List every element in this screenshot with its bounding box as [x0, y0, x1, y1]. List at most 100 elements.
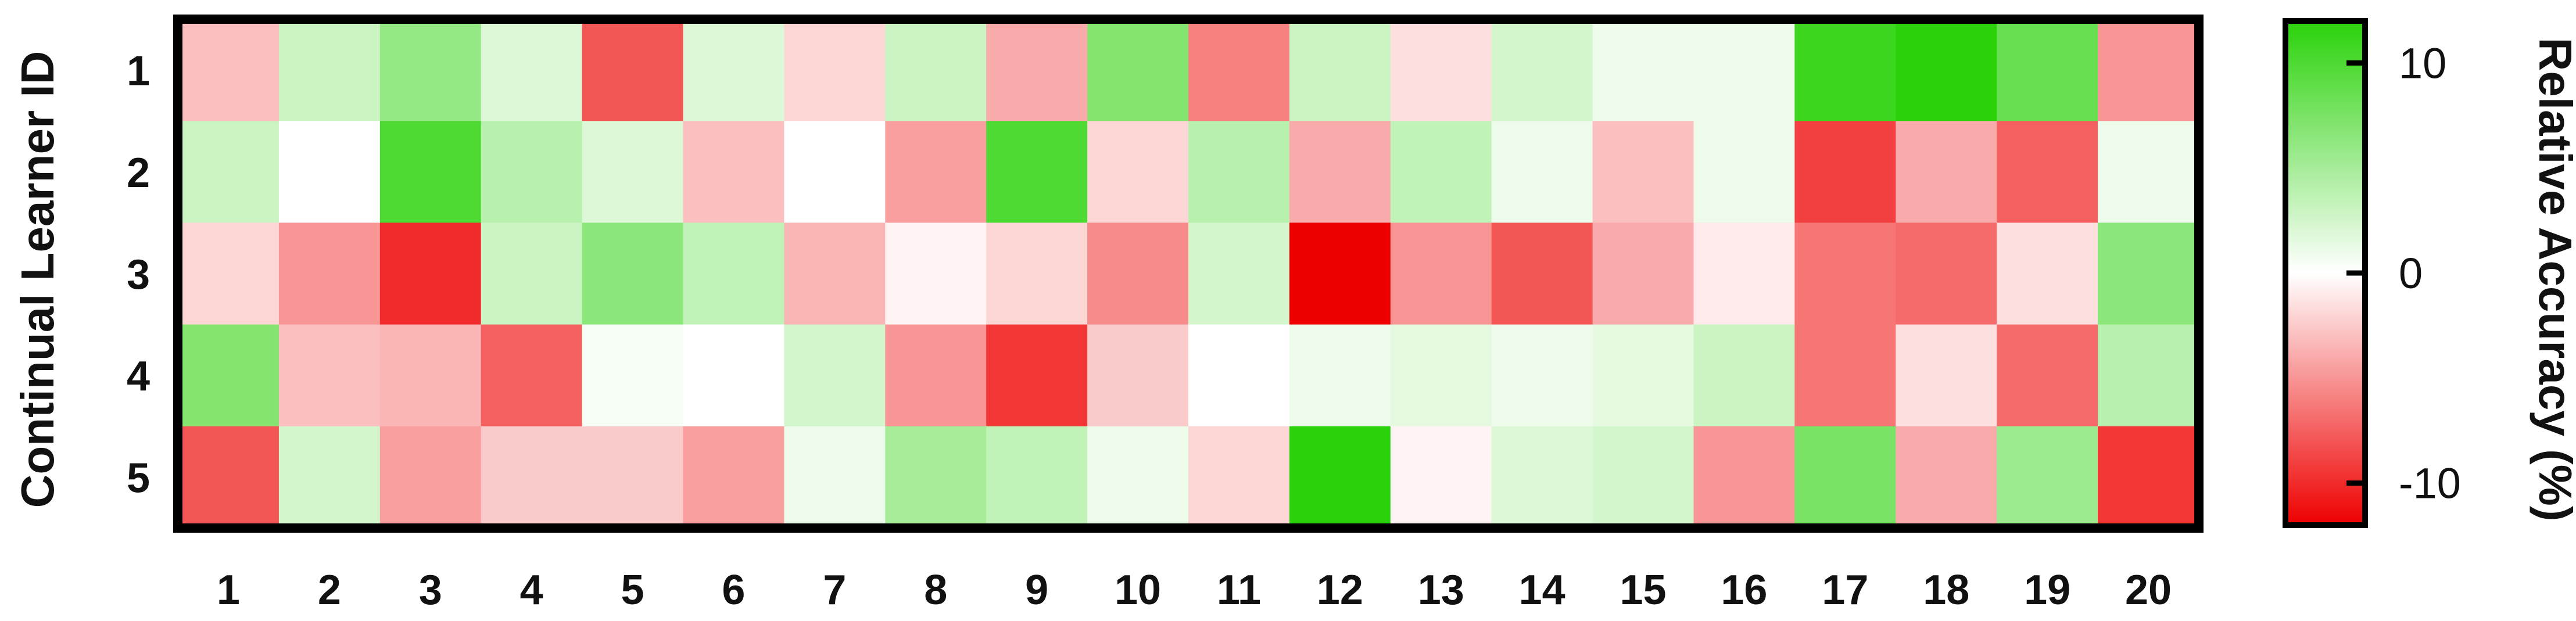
heatmap-cell-r1-c19 — [1997, 19, 2098, 121]
heatmap-cell-r3-c13 — [1390, 222, 1492, 325]
heatmap-cell-r3-c15 — [1592, 222, 1694, 325]
heatmap-cell-r4-c4 — [481, 324, 583, 427]
heatmap-cell-r5-c5 — [582, 426, 684, 529]
heatmap-cell-r2-c10 — [1087, 121, 1189, 223]
colorbar-ticks: 10 0 -10 — [2346, 39, 2461, 508]
colorbar-title: Relative Accuracy (%) — [2530, 38, 2576, 522]
heatmap-cell-r5-c6 — [683, 426, 784, 529]
x-tick-label: 15 — [1620, 567, 1667, 613]
heatmap-cell-r2-c6 — [683, 121, 784, 223]
heatmap-cell-r1-c11 — [1188, 19, 1290, 121]
heatmap-cell-r5-c13 — [1390, 426, 1492, 529]
heatmap-cell-r4-c15 — [1592, 324, 1694, 427]
heatmap-cell-r5-c14 — [1491, 426, 1593, 529]
x-tick-label: 5 — [621, 567, 644, 613]
heatmap-cell-r3-c3 — [379, 222, 482, 325]
x-tick-label: 11 — [1217, 567, 1261, 613]
x-tick-label: 10 — [1115, 567, 1161, 613]
x-tick-label: 18 — [1923, 567, 1969, 613]
heatmap-cell-r3-c9 — [986, 222, 1088, 325]
y-tick-label: 5 — [127, 455, 150, 501]
heatmap-cell-r4-c7 — [784, 324, 886, 427]
heatmap-cell-r1-c7 — [784, 19, 886, 121]
heatmap-cell-r1-c10 — [1087, 19, 1189, 121]
heatmap-cell-r5-c11 — [1188, 426, 1290, 529]
heatmap-cell-r1-c18 — [1896, 19, 1997, 121]
x-tick-label: 16 — [1721, 567, 1767, 613]
colorbar-tick-label: 10 — [2399, 39, 2446, 87]
heatmap-cell-r5-c15 — [1592, 426, 1694, 529]
heatmap-cell-r2-c13 — [1390, 121, 1492, 223]
y-tick-label: 4 — [127, 353, 150, 400]
heatmap-cell-r2-c18 — [1896, 121, 1997, 223]
x-tick-label: 1 — [217, 567, 240, 613]
heatmap-cell-r3-c19 — [1997, 222, 2098, 325]
heatmap-cell-r1-c5 — [582, 19, 684, 121]
heatmap-cell-r5-c2 — [278, 426, 381, 529]
heatmap-cell-r5-c16 — [1693, 426, 1795, 529]
heatmap-cell-r4-c6 — [683, 324, 784, 427]
heatmap-cell-r1-c3 — [379, 19, 482, 121]
heatmap-cell-r1-c1 — [178, 19, 280, 121]
heatmap-cell-r4-c3 — [379, 324, 482, 427]
colorbar-tick-label: 0 — [2399, 249, 2423, 297]
heatmap-cell-r1-c13 — [1390, 19, 1492, 121]
heatmap-cell-r4-c11 — [1188, 324, 1290, 427]
heatmap-cell-r5-c19 — [1997, 426, 2098, 529]
heatmap-cell-r5-c12 — [1289, 426, 1391, 529]
heatmap-cell-r4-c18 — [1896, 324, 1997, 427]
x-tick-label: 19 — [2024, 567, 2070, 613]
heatmap-cell-r3-c8 — [885, 222, 987, 325]
x-tick-label: 12 — [1317, 567, 1363, 613]
heatmap-cell-r5-c9 — [986, 426, 1088, 529]
y-tick-label: 3 — [127, 252, 150, 298]
heatmap-cell-r1-c4 — [481, 19, 583, 121]
heatmap-cell-r4-c16 — [1693, 324, 1795, 427]
heatmap-cell-r2-c14 — [1491, 121, 1593, 223]
heatmap-cell-r1-c2 — [278, 19, 381, 121]
heatmap-cell-r3-c6 — [683, 222, 784, 325]
heatmap-cell-r2-c1 — [178, 121, 280, 223]
heatmap-cell-r5-c3 — [379, 426, 482, 529]
x-tick-label: 8 — [924, 567, 947, 613]
heatmap-cell-r2-c4 — [481, 121, 583, 223]
heatmap-cell-r2-c19 — [1997, 121, 2098, 223]
heatmap-cell-r2-c15 — [1592, 121, 1694, 223]
heatmap-cell-r3-c4 — [481, 222, 583, 325]
heatmap-cell-r5-c1 — [178, 426, 280, 529]
heatmap-cell-r2-c5 — [582, 121, 684, 223]
heatmap-cell-r4-c8 — [885, 324, 987, 427]
heatmap-cell-r4-c2 — [278, 324, 381, 427]
heatmap-cell-r1-c16 — [1693, 19, 1795, 121]
heatmap-cell-r3-c11 — [1188, 222, 1290, 325]
heatmap-cells — [178, 19, 2199, 529]
heatmap-cell-r5-c4 — [481, 426, 583, 529]
x-tick-labels: 1 2 3 4 5 6 7 8 9 10 11 12 13 14 15 16 17 18 19 20 — [217, 567, 2172, 613]
heatmap-cell-r4-c9 — [986, 324, 1088, 427]
x-tick-label: 20 — [2125, 567, 2172, 613]
heatmap-cell-r3-c5 — [582, 222, 684, 325]
x-tick-label: 9 — [1025, 567, 1048, 613]
x-tick-label: 7 — [823, 567, 846, 613]
heatmap-cell-r5-c7 — [784, 426, 886, 529]
heatmap-cell-r1-c8 — [885, 19, 987, 121]
heatmap-cell-r2-c12 — [1289, 121, 1391, 223]
heatmap-cell-r4-c14 — [1491, 324, 1593, 427]
heatmap-cell-r4-c10 — [1087, 324, 1189, 427]
x-tick-label: 2 — [318, 567, 341, 613]
heatmap-cell-r2-c9 — [986, 121, 1088, 223]
heatmap-cell-r4-c19 — [1997, 324, 2098, 427]
heatmap-cell-r1-c17 — [1794, 19, 1896, 121]
heatmap-cell-r2-c11 — [1188, 121, 1290, 223]
y-axis-title: Continual Learner ID — [12, 51, 63, 508]
heatmap-cell-r3-c17 — [1794, 222, 1896, 325]
heatmap-cell-r1-c12 — [1289, 19, 1391, 121]
x-tick-label: 4 — [520, 567, 543, 613]
heatmap-cell-r2-c8 — [885, 121, 987, 223]
heatmap-cell-r1-c15 — [1592, 19, 1694, 121]
heatmap-cell-r1-c14 — [1491, 19, 1593, 121]
heatmap-cell-r5-c10 — [1087, 426, 1189, 529]
x-tick-label: 14 — [1519, 567, 1565, 613]
heatmap-cell-r4-c12 — [1289, 324, 1391, 427]
heatmap-cell-r3-c10 — [1087, 222, 1189, 325]
